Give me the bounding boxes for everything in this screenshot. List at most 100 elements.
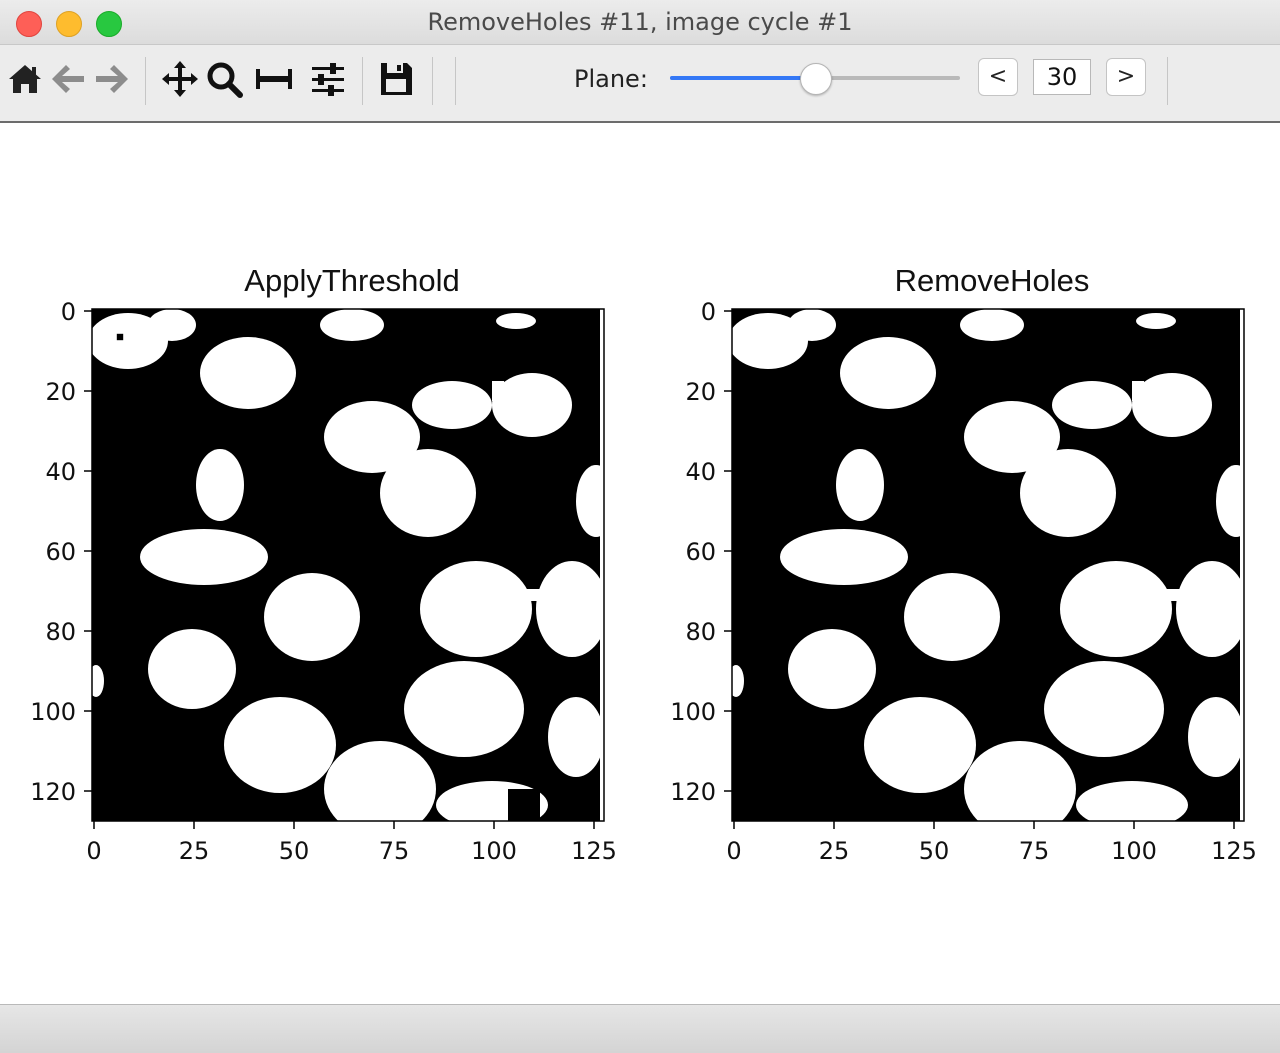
toolbar-separator xyxy=(362,57,363,105)
x-tick-label: 0 xyxy=(86,837,101,865)
object-blob xyxy=(496,313,536,329)
image-panel-1: ApplyThreshold 0 25 50 75 100 125 0 20 40 60 80 100 1… xyxy=(30,263,617,865)
y-tick-label: 80 xyxy=(685,618,716,646)
object-blob xyxy=(780,529,908,585)
configure-icon[interactable] xyxy=(308,59,348,99)
object-blob xyxy=(1188,697,1244,777)
object-blob xyxy=(1136,313,1176,329)
object-blob xyxy=(200,337,296,409)
object-blob xyxy=(536,561,604,657)
object-blob xyxy=(420,561,532,657)
y-tick-label: 100 xyxy=(30,698,76,726)
object-blob xyxy=(1132,373,1212,437)
x-tick-label: 125 xyxy=(1211,837,1257,865)
object-blob xyxy=(840,337,936,409)
previous-plane-button[interactable]: < xyxy=(978,58,1018,96)
y-tick-label: 20 xyxy=(685,378,716,406)
back-icon[interactable] xyxy=(48,59,88,99)
object-blob xyxy=(1164,589,1180,601)
y-tick-label: 0 xyxy=(701,298,716,326)
y-tick-label: 120 xyxy=(30,778,76,806)
y-tick-label: 40 xyxy=(45,458,76,486)
y-tick-label: 100 xyxy=(670,698,716,726)
toolbar-separator xyxy=(455,57,456,105)
object-layer xyxy=(92,309,604,821)
object-blob xyxy=(264,573,360,661)
object-blob xyxy=(960,309,1024,341)
toolbar: Plane: < 30 > xyxy=(0,45,1280,123)
zoom-icon[interactable] xyxy=(204,59,244,99)
home-icon[interactable] xyxy=(5,59,45,99)
object-blob xyxy=(1076,781,1188,821)
object-blob xyxy=(324,401,420,473)
plane-number-field[interactable]: 30 xyxy=(1033,59,1091,95)
title-bar: RemoveHoles #11, image cycle #1 xyxy=(0,0,1280,45)
object-blob xyxy=(904,573,1000,661)
object-blob xyxy=(412,381,492,429)
axes-frame xyxy=(731,308,1245,822)
toolbar-separator xyxy=(1167,57,1168,105)
toolbar-separator xyxy=(432,57,433,105)
plane-label: Plane: xyxy=(574,65,648,93)
forward-icon[interactable] xyxy=(92,59,132,99)
x-tick-label: 125 xyxy=(571,837,617,865)
object-layer xyxy=(732,309,1244,821)
object-blob xyxy=(492,373,572,437)
status-bar xyxy=(0,1004,1280,1053)
object-blob xyxy=(576,465,604,537)
next-plane-button[interactable]: > xyxy=(1106,58,1146,96)
hole xyxy=(116,333,124,341)
hole xyxy=(508,789,540,821)
object-blob xyxy=(964,401,1060,473)
object-blob xyxy=(148,309,196,341)
y-tick-label: 0 xyxy=(61,298,76,326)
object-blob xyxy=(600,309,604,821)
object-blob xyxy=(864,697,976,793)
y-tick-label: 20 xyxy=(45,378,76,406)
x-tick-label: 75 xyxy=(1019,837,1050,865)
window-title: RemoveHoles #11, image cycle #1 xyxy=(427,8,853,36)
panel-title: ApplyThreshold xyxy=(244,263,459,298)
plane-slider[interactable] xyxy=(670,63,960,95)
object-blob xyxy=(92,665,104,697)
object-blob xyxy=(788,309,836,341)
x-tick-label: 0 xyxy=(726,837,741,865)
object-blob xyxy=(1052,381,1132,429)
y-tick-label: 60 xyxy=(685,538,716,566)
slider-thumb[interactable] xyxy=(800,63,832,95)
zoom-window-button[interactable] xyxy=(96,11,122,37)
object-blob xyxy=(1176,561,1244,657)
save-icon[interactable] xyxy=(376,59,416,99)
object-blob xyxy=(1060,561,1172,657)
y-tick-label: 120 xyxy=(670,778,716,806)
minimize-window-button[interactable] xyxy=(56,11,82,37)
y-tick-label: 40 xyxy=(685,458,716,486)
panel-title: RemoveHoles xyxy=(895,263,1090,298)
object-blob xyxy=(836,449,884,521)
object-blob xyxy=(324,741,436,821)
object-blob xyxy=(1240,309,1244,821)
figure-canvas[interactable]: ApplyThreshold 0 25 50 75 100 125 0 20 40 60 80 100 1… xyxy=(0,123,1280,1003)
hole xyxy=(286,452,298,462)
object-blob xyxy=(320,309,384,341)
close-window-button[interactable] xyxy=(16,11,42,37)
pan-icon[interactable] xyxy=(160,59,200,99)
toolbar-separator xyxy=(145,57,146,105)
slider-fill xyxy=(670,76,815,80)
x-tick-label: 75 xyxy=(379,837,410,865)
x-tick-label: 50 xyxy=(279,837,310,865)
object-blob xyxy=(492,381,504,401)
object-blob xyxy=(404,661,524,757)
object-blob xyxy=(548,697,604,777)
figure-svg: ApplyThreshold 0 25 50 75 100 125 0 20 40 60 80 100 1… xyxy=(30,263,1257,865)
image-panel-2: RemoveHoles 0 25 50 75 100 125 0 20 40 60 80 100 120 xyxy=(670,263,1257,865)
object-blob xyxy=(140,529,268,585)
object-blob xyxy=(1132,381,1144,401)
object-blob xyxy=(964,741,1076,821)
subplots-icon[interactable] xyxy=(254,59,294,99)
x-tick-label: 25 xyxy=(179,837,210,865)
object-blob xyxy=(1216,465,1244,537)
object-blob xyxy=(148,629,236,709)
object-blob xyxy=(196,449,244,521)
x-tick-label: 25 xyxy=(819,837,850,865)
